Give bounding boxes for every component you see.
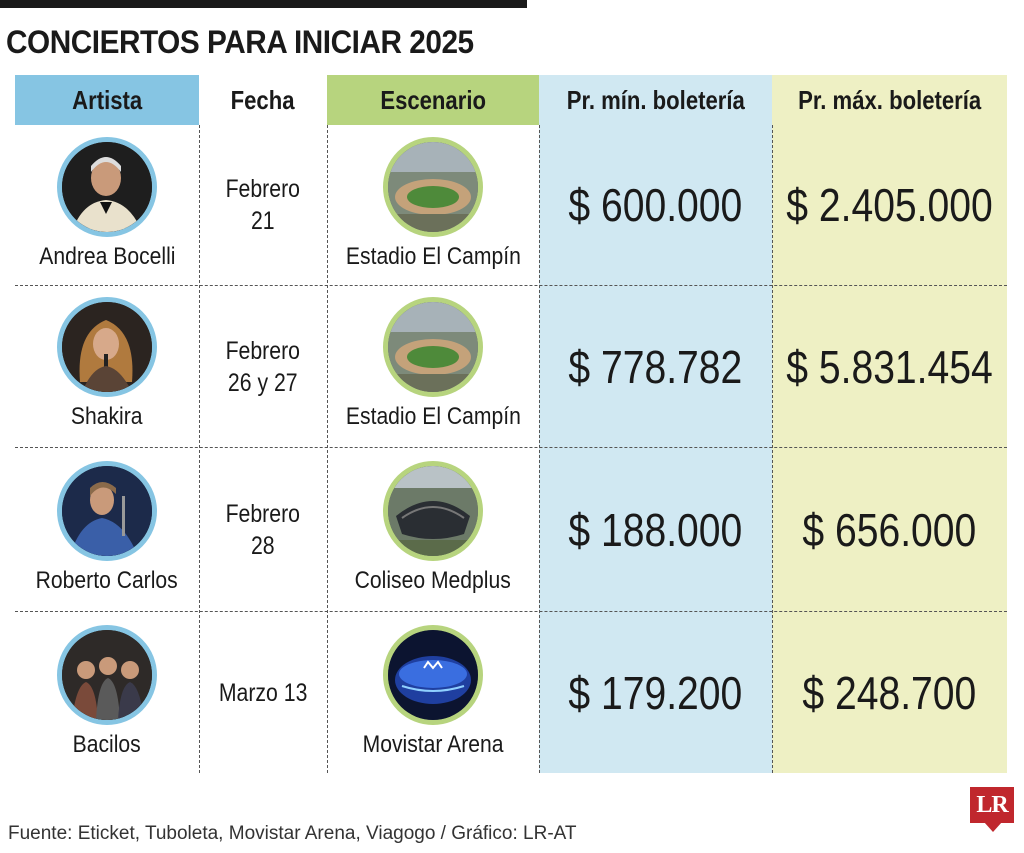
table-row-3-venue: Coliseo Medplus: [327, 461, 539, 595]
column-divider: [327, 125, 328, 773]
column-divider: [539, 125, 540, 773]
table-row-2-max-price: $ 5.831.454: [786, 341, 993, 393]
venue-name: Estadio El Campín: [345, 243, 521, 270]
venue-name: Estadio El Campín: [345, 403, 521, 430]
artist-name: Roberto Carlos: [35, 567, 179, 594]
artist-photo: [57, 137, 157, 237]
table-row-3-artist: Roberto Carlos: [15, 461, 199, 595]
table-row-2-date: Febrero 26 y 27: [225, 337, 301, 397]
artist-photo: [57, 461, 157, 561]
venue-name: Movistar Arena: [362, 731, 504, 758]
header-min-price: Pr. mín. boletería: [566, 84, 745, 115]
table-row-2-min-price: $ 778.782: [568, 341, 743, 393]
top-rule: [0, 0, 527, 8]
max-price-column-bg: [772, 75, 1007, 773]
table-row-1-artist: Andrea Bocelli: [15, 137, 199, 271]
header-date: Fecha: [199, 75, 327, 125]
min-price-column-bg: [539, 75, 772, 773]
table-row-3-date: Febrero 28: [225, 500, 301, 560]
artist-name: Shakira: [71, 403, 143, 430]
table-row-1-venue: Estadio El Campín: [327, 137, 539, 271]
artist-photo: [57, 297, 157, 397]
concert-table: Artista Fecha Escenario Pr. mín. boleter…: [15, 75, 1007, 773]
artist-name: Bacilos: [72, 731, 142, 758]
venue-photo: [383, 297, 483, 397]
venue-name: Coliseo Medplus: [354, 567, 512, 594]
page-title: CONCIERTOS PARA INICIAR 2025: [6, 24, 474, 60]
table-row-1-max-price: $ 2.405.000: [786, 179, 993, 231]
table-row-4-venue: Movistar Arena: [327, 625, 539, 759]
row-divider: [15, 285, 1007, 286]
venue-photo: [383, 461, 483, 561]
header-max-price: Pr. máx. boletería: [797, 84, 982, 115]
lr-logo: LR: [970, 787, 1014, 832]
source-footer: Fuente: Eticket, Tuboleta, Movistar Aren…: [8, 823, 577, 844]
table-row-4-max-price: $ 248.700: [802, 667, 977, 719]
row-divider: [15, 447, 1007, 448]
artist-photo: [57, 625, 157, 725]
column-divider: [772, 125, 773, 773]
artist-name: Andrea Bocelli: [38, 243, 176, 270]
row-divider: [15, 611, 1007, 612]
table-row-1-min-price: $ 600.000: [568, 179, 743, 231]
table-row-3-min-price: $ 188.000: [568, 504, 743, 556]
column-divider: [199, 125, 200, 773]
header-artist: Artista: [15, 75, 199, 125]
table-row-4-min-price: $ 179.200: [568, 667, 743, 719]
table-row-4-artist: Bacilos: [15, 625, 199, 759]
venue-photo: [383, 625, 483, 725]
table-row-1-date: Febrero 21: [225, 175, 301, 235]
table-row-4-date: Marzo 13: [218, 679, 308, 707]
table-row-3-max-price: $ 656.000: [802, 504, 977, 556]
venue-photo: [383, 137, 483, 237]
table-row-2-venue: Estadio El Campín: [327, 297, 539, 431]
header-venue: Escenario: [327, 75, 539, 125]
table-row-2-artist: Shakira: [15, 297, 199, 431]
